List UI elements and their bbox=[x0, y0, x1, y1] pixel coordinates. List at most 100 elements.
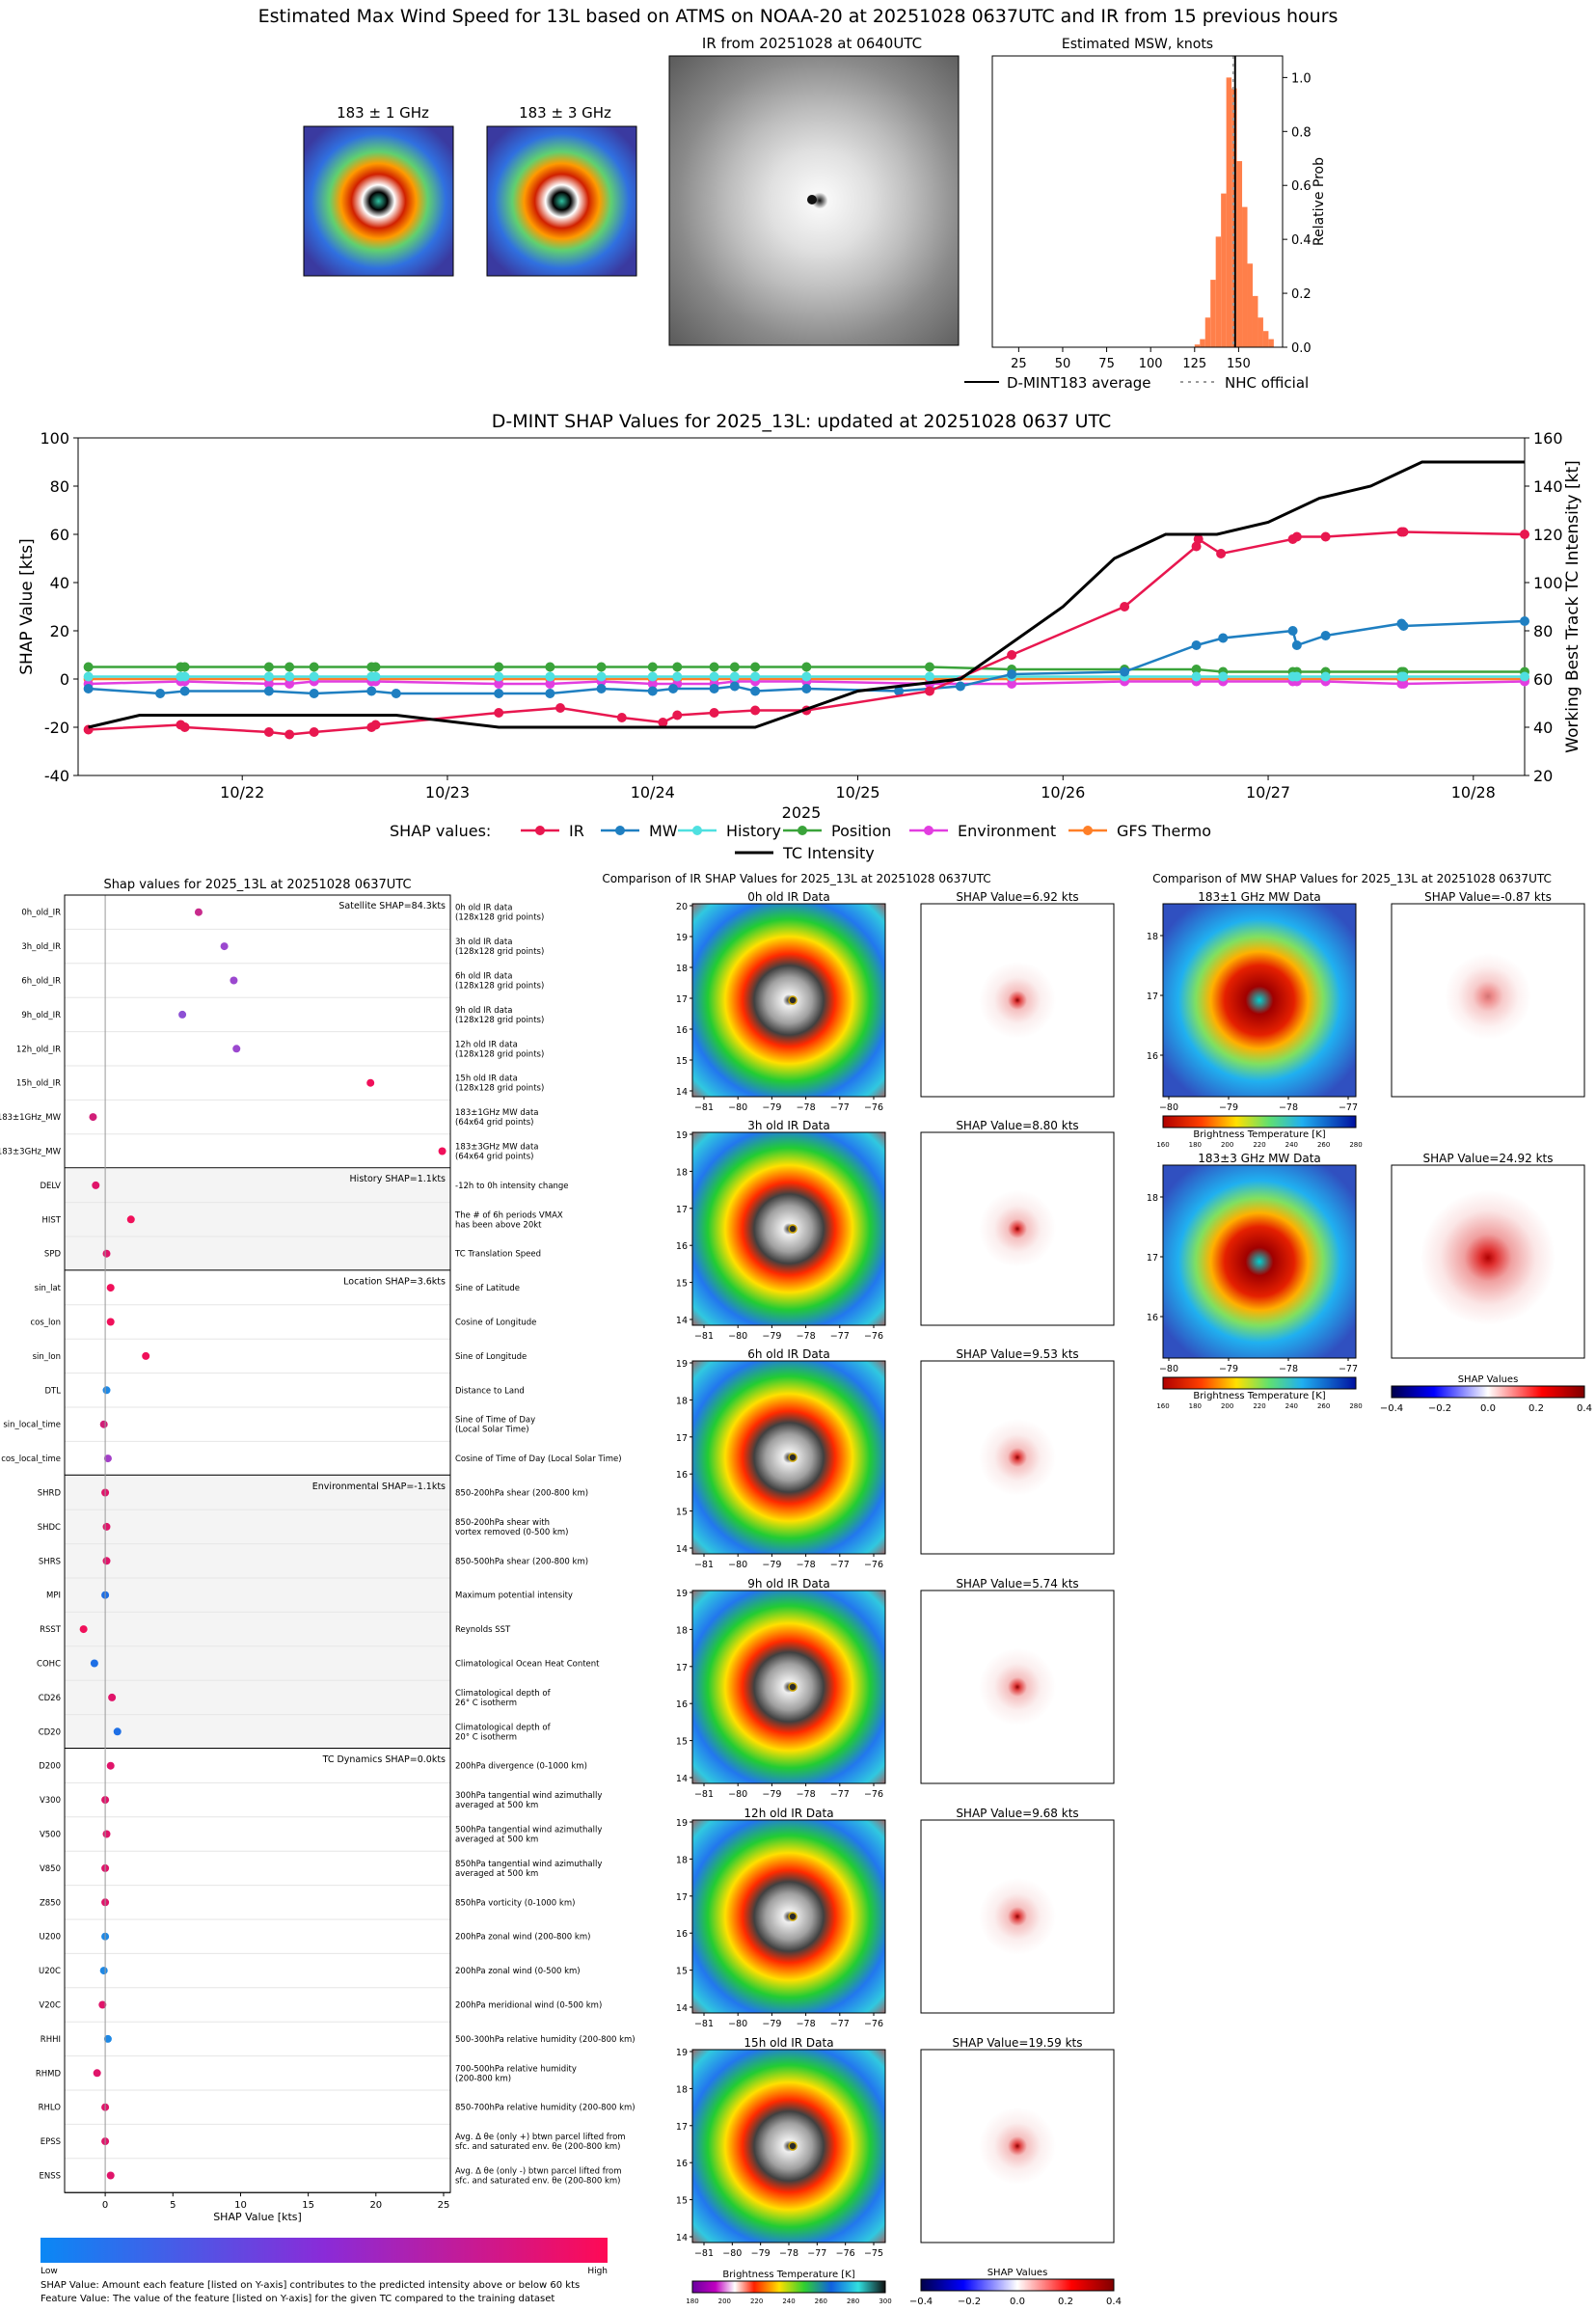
ir-xtick-label: −81 bbox=[694, 1102, 714, 1113]
shap-feature-name: RHMD bbox=[36, 2069, 62, 2079]
ir-xtick-label: −78 bbox=[797, 1102, 816, 1113]
ir-xtick-label: −81 bbox=[694, 2248, 714, 2259]
mw-shap-image bbox=[1420, 1190, 1555, 1325]
shap-colorbar-high: High bbox=[587, 2267, 608, 2276]
ir-xtick-label: −75 bbox=[864, 2248, 883, 2259]
mw-xtick-label: −78 bbox=[1279, 1102, 1298, 1113]
ts-point-gfs bbox=[1398, 674, 1409, 684]
mw-bt-tick: 220 bbox=[1253, 1402, 1265, 1410]
ts-point-ir bbox=[1120, 602, 1130, 612]
ts-ytick-label: 100 bbox=[40, 429, 69, 448]
ir-xtick-label: −77 bbox=[830, 2019, 850, 2029]
ts-point-position bbox=[284, 662, 295, 672]
ts-point-ir bbox=[555, 703, 565, 713]
ts-point-environment bbox=[647, 679, 658, 689]
ts-point-mw bbox=[155, 689, 166, 698]
ir-shap-tick: −0.2 bbox=[958, 2297, 981, 2307]
ir-ytick-label: 17 bbox=[676, 1205, 688, 1215]
ts-point-environment bbox=[1191, 676, 1202, 687]
ts-y2tick-label: 20 bbox=[1533, 767, 1553, 785]
shap-group-label: Environmental SHAP=-1.1kts bbox=[312, 1482, 446, 1492]
shap-point bbox=[106, 1761, 115, 1770]
shap-feature-desc: Sine of Latitude bbox=[455, 1284, 520, 1293]
ir-row-shap: SHAP Value=9.68 kts bbox=[956, 1807, 1078, 1820]
shap-feature-desc: (Local Solar Time) bbox=[455, 1426, 529, 1435]
ts-point-history bbox=[1520, 671, 1529, 682]
ts-point-gfs bbox=[179, 674, 190, 684]
ts-point-environment bbox=[545, 679, 555, 689]
ir-ytick-label: 19 bbox=[676, 1130, 688, 1141]
shap-feature-name: RHLO bbox=[39, 2104, 62, 2113]
hist-title: Estimated MSW, knots bbox=[1062, 37, 1213, 52]
ir-data-image bbox=[691, 1590, 886, 1784]
page-title: Estimated Max Wind Speed for 13L based o… bbox=[257, 6, 1339, 27]
ir-shap-tick: 0.4 bbox=[1106, 2297, 1122, 2307]
ts-point-position bbox=[1396, 666, 1407, 677]
ir-ytick-label: 16 bbox=[676, 1929, 688, 1940]
ir-row-shap: SHAP Value=5.74 kts bbox=[956, 1577, 1078, 1591]
ts-point-mw bbox=[750, 686, 761, 696]
ts-point-position bbox=[750, 662, 761, 672]
shap-feature-desc: 183±3GHz MW data bbox=[455, 1143, 538, 1153]
shap-feature-name: U20C bbox=[39, 1967, 61, 1976]
ts-point-position bbox=[596, 662, 607, 672]
shap-feature-name: HIST bbox=[42, 1215, 62, 1225]
shap-summary-chart: Shap values for 2025_13L at 20251028 063… bbox=[0, 878, 636, 2276]
ts-ytick-label: 20 bbox=[50, 622, 69, 640]
shap-point bbox=[93, 2069, 101, 2078]
ts-point-environment bbox=[494, 679, 504, 689]
ir-data-image bbox=[691, 1819, 886, 2014]
ir-ytick-label: 14 bbox=[676, 1316, 688, 1326]
ts-point-history bbox=[1007, 671, 1017, 682]
ts-point-ir bbox=[309, 727, 319, 737]
ts-point-position bbox=[924, 662, 934, 672]
ts-point-mw bbox=[494, 689, 504, 698]
ir-xtick-label: −79 bbox=[762, 1560, 781, 1570]
ts-legend-ir: IR bbox=[569, 822, 584, 840]
shap-feature-desc: Cosine of Time of Day (Local Solar Time) bbox=[455, 1455, 622, 1464]
hist-ytick-label: 0.2 bbox=[1291, 287, 1312, 302]
shap-group-label: TC Dynamics SHAP=0.0kts bbox=[322, 1754, 446, 1765]
shap-feature-name: ENSS bbox=[39, 2172, 61, 2182]
shap-colorbar-low: Low bbox=[41, 2267, 58, 2276]
ts-point-history bbox=[709, 671, 719, 682]
ts-point-environment bbox=[924, 679, 934, 689]
ts-point-environment bbox=[1007, 679, 1017, 689]
hist-legend-nhc: NHC official bbox=[1225, 374, 1309, 392]
shap-feature-desc: 12h old IR data bbox=[455, 1040, 518, 1049]
mw-bt-tick: 200 bbox=[1221, 1402, 1233, 1410]
ts-point-history bbox=[1396, 671, 1407, 682]
ir-xtick-label: −76 bbox=[836, 2248, 855, 2259]
shap-feature-desc: Avg. Δ θe (only -) btwn parcel lifted fr… bbox=[455, 2167, 622, 2177]
ir-row-shap: SHAP Value=9.53 kts bbox=[956, 1347, 1078, 1361]
shap-feature-desc: vortex removed (0-500 km) bbox=[455, 1528, 568, 1537]
shap-feature-desc: averaged at 500 km bbox=[455, 1869, 538, 1879]
mw-bt-colorbar bbox=[1162, 1115, 1357, 1128]
shap-point bbox=[79, 1625, 88, 1634]
mw-shap-tick: 0.4 bbox=[1577, 1403, 1592, 1414]
ts-point-mw bbox=[1191, 640, 1202, 650]
shap-feature-name: EPSS bbox=[41, 2137, 61, 2147]
ts-point-ir bbox=[709, 708, 719, 718]
shap-feature-desc: sfc. and saturated env. θe (200-800 km) bbox=[455, 2142, 621, 2152]
shap-group-bg bbox=[65, 1270, 450, 1476]
shap-feature-name: SHRS bbox=[39, 1557, 61, 1566]
ir-ytick-label: 17 bbox=[676, 1433, 688, 1444]
ir-shap-frame bbox=[920, 1590, 1115, 1784]
mw-bt-tick: 260 bbox=[1317, 1402, 1330, 1410]
shap-point bbox=[101, 1932, 110, 1941]
ir-eye bbox=[807, 195, 817, 204]
ts-point-gfs bbox=[750, 674, 761, 684]
shap-feature-desc: 6h old IR data bbox=[455, 972, 512, 982]
ts-point-ir bbox=[366, 722, 377, 732]
mw-ytick-label: 16 bbox=[1147, 1051, 1158, 1062]
ts-point-gfs bbox=[309, 674, 319, 684]
ts-point-ir bbox=[750, 705, 761, 716]
shap-feature-desc: TC Translation Speed bbox=[454, 1250, 541, 1260]
ts-line-ir bbox=[88, 530, 1526, 736]
shap-feature-name: 183±1GHz_MW bbox=[0, 1113, 62, 1123]
ts-y2tick-label: 120 bbox=[1533, 526, 1563, 544]
shap-group-bg bbox=[65, 895, 450, 1169]
ts-point-history bbox=[750, 671, 761, 682]
shap-point bbox=[101, 1591, 110, 1599]
